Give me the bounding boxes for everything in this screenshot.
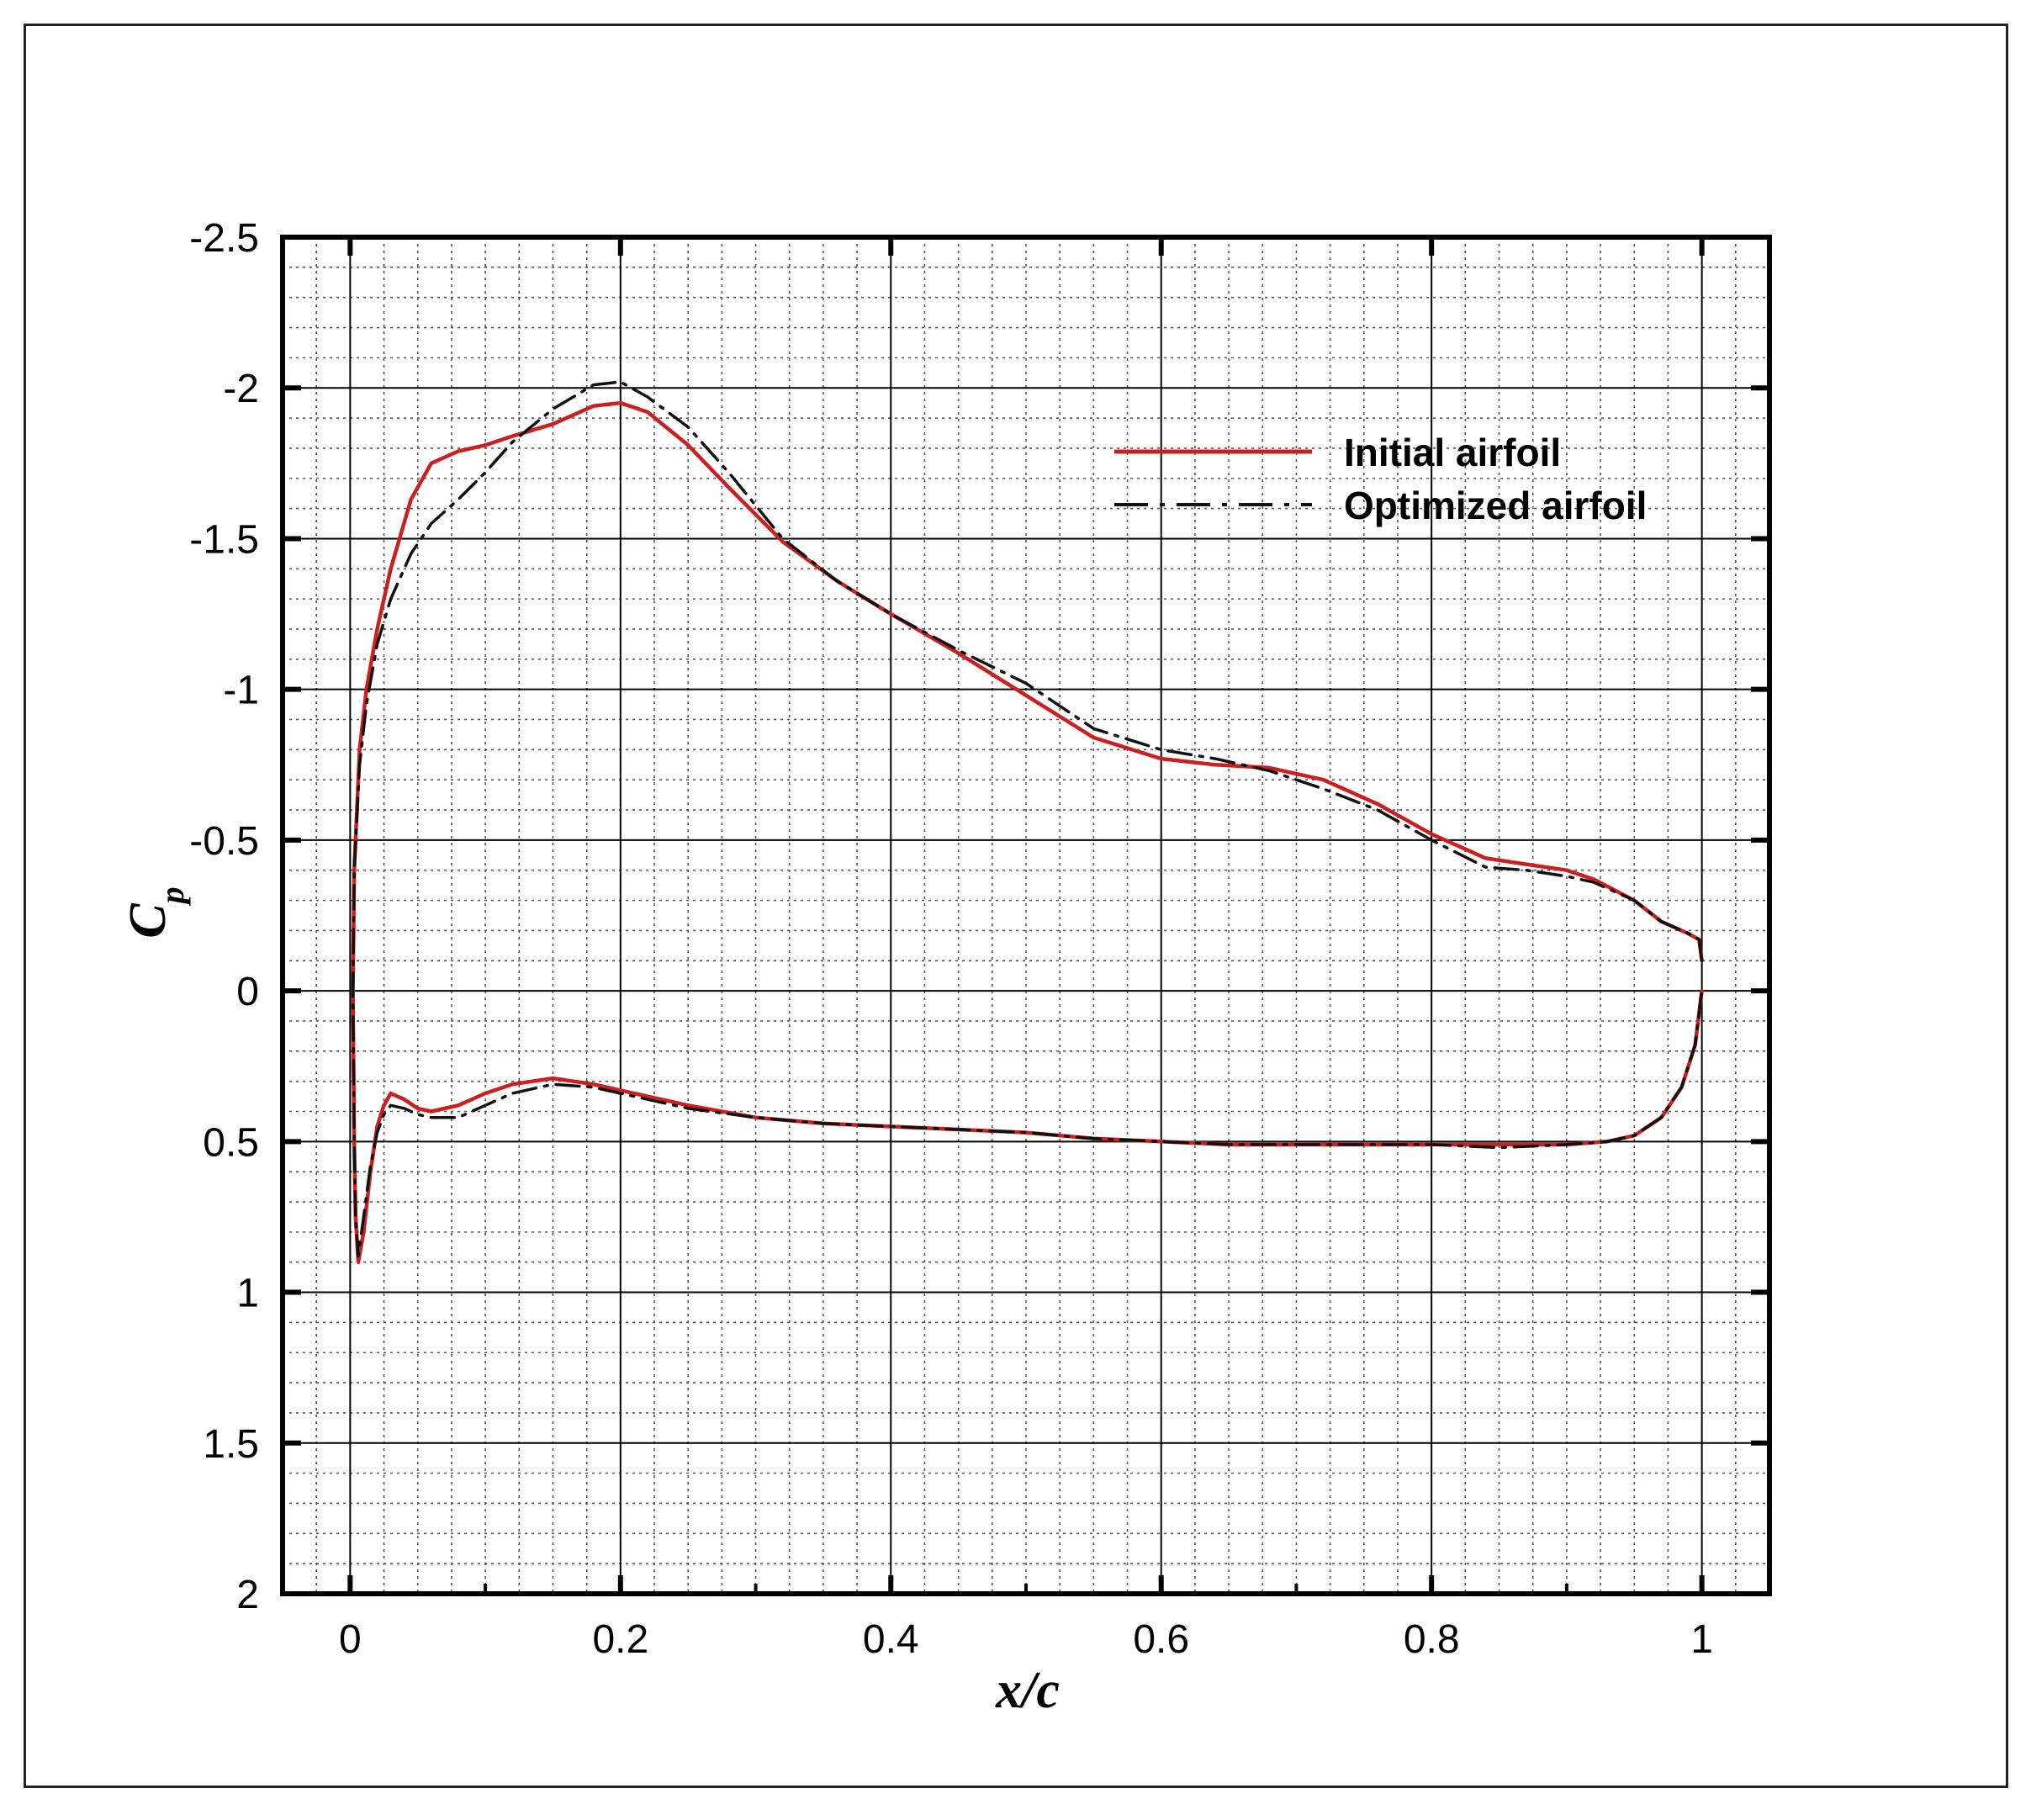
- y-axis-label-subscript: p: [153, 886, 191, 906]
- y-tick-label: -2.5: [189, 216, 259, 261]
- x-tick-label: 0.6: [1133, 1617, 1189, 1662]
- y-tick-label: -0.5: [189, 819, 259, 864]
- y-tick-label: -2: [223, 367, 259, 411]
- y-tick-label: -1.5: [189, 517, 259, 562]
- y-axis-label-group: Cp: [119, 886, 191, 938]
- y-axis-label: Cp: [119, 886, 191, 938]
- y-tick-labels: -2.5 -2 -1.5 -1 -0.5 0 0.5 1 1.5 2: [189, 216, 259, 1617]
- y-tick-label: 1: [236, 1272, 259, 1316]
- series-group: [351, 380, 1704, 1264]
- x-tick-label: 0.8: [1404, 1617, 1460, 1662]
- x-axis-label: x/c: [995, 1662, 1060, 1719]
- legend-label-initial-airfoil: Initial airfoil: [1344, 431, 1561, 474]
- legend-label-optimized-airfoil: Optimized airfoil: [1344, 484, 1647, 527]
- x-tick-label: 0.2: [592, 1617, 648, 1662]
- x-tick-label: 0.4: [863, 1617, 919, 1662]
- figure-frame: [24, 24, 2008, 1788]
- series-line-optimized-airfoil: [351, 380, 1704, 1258]
- y-tick-label: 0.5: [203, 1120, 259, 1165]
- y-tick-label: 1.5: [203, 1422, 259, 1467]
- x-tick-labels: 0 0.2 0.4 0.6 0.8 1: [339, 1617, 1713, 1662]
- y-tick-label: 2: [236, 1573, 259, 1617]
- legend: Initial airfoil Optimized airfoil: [1114, 431, 1647, 527]
- y-tick-label: 0: [236, 970, 259, 1014]
- plot-area-border: [280, 235, 1772, 1596]
- x-tick-label: 0: [339, 1617, 362, 1662]
- minor-grid: [283, 237, 1769, 1594]
- x-tick-label: 1: [1690, 1617, 1713, 1662]
- y-axis-label-main: C: [119, 903, 177, 939]
- y-tick-label: -1: [223, 669, 259, 713]
